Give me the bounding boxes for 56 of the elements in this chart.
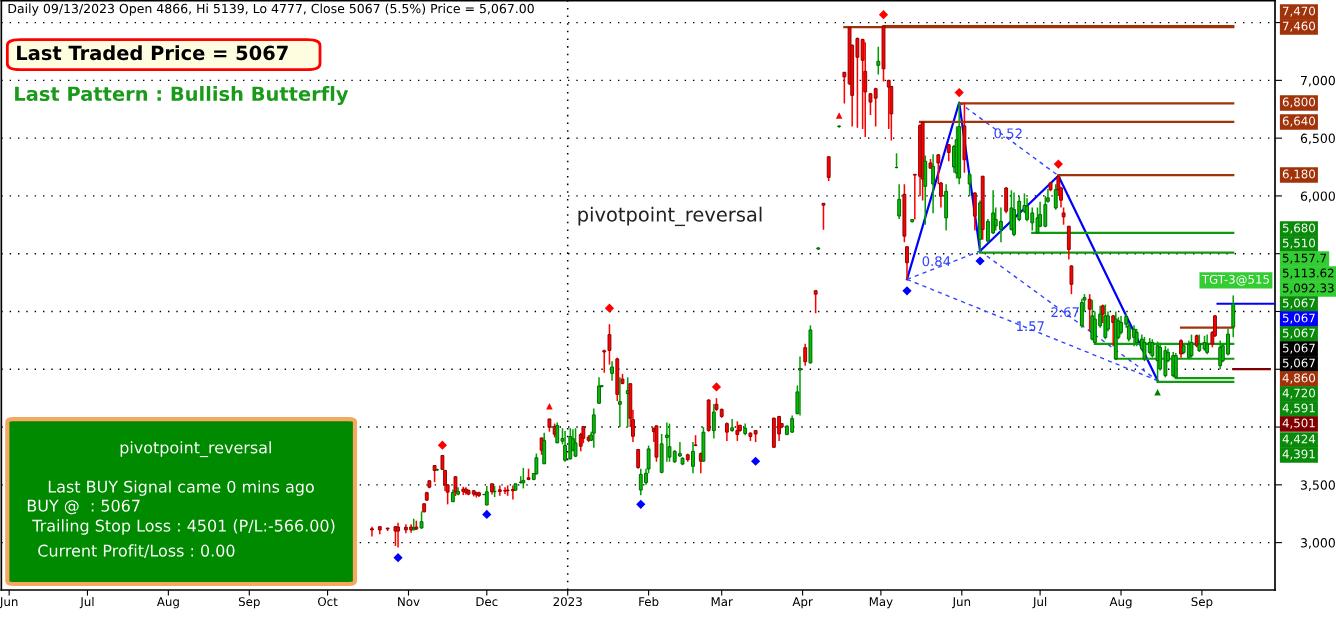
- x-tick-label: Oct: [318, 597, 338, 607]
- x-tick-label: Jun: [0, 597, 18, 609]
- text: 6,180: [1282, 169, 1316, 180]
- text: 6,800: [1282, 97, 1316, 108]
- y-tick-label: 3,000: [1300, 538, 1335, 549]
- annotation: Last BUY Signal came 0 mins ago: [48, 480, 314, 496]
- text: 5,510: [1282, 238, 1316, 249]
- y-tick-label: 7,000: [1301, 75, 1335, 87]
- x-tick-label: Sep: [238, 597, 260, 609]
- text: 7,470: [1282, 6, 1316, 17]
- x-tick-label: 2023: [553, 597, 582, 607]
- x-tick-label: Sep: [1191, 597, 1213, 609]
- text: 4,860: [1282, 373, 1316, 384]
- y-tick-label: 6,000: [1300, 191, 1335, 203]
- text: 5,680: [1282, 223, 1316, 234]
- chart-title: Daily 09/13/2023 Open 4866, Hi 5139, Lo 4777, Close 5067 (5.5%) Price = 5,067.00: [8, 3, 534, 16]
- text: 5,067: [1282, 358, 1315, 369]
- x-tick-label: Feb: [639, 596, 659, 607]
- x-tick-label: Mar: [711, 597, 733, 607]
- annotation: 0.84: [922, 256, 951, 267]
- x-tick-label: Nov: [398, 597, 420, 607]
- text: 5,157.7: [1282, 253, 1327, 264]
- annotation: Trailing Stop Loss : 4501 (P/L:-566.00): [32, 519, 335, 535]
- x-tick-label: Aug: [156, 597, 179, 609]
- text: 7,460: [1282, 21, 1316, 32]
- text: 4,501: [1282, 418, 1315, 429]
- text: 6,640: [1282, 116, 1316, 127]
- text: 5,067: [1282, 328, 1315, 339]
- text: 5,092.33: [1282, 283, 1334, 294]
- text: 4,424: [1282, 434, 1316, 445]
- x-tick-label: Aug: [1109, 597, 1132, 609]
- text: 5,067: [1282, 298, 1315, 309]
- annotation: BUY @ : 5067: [27, 499, 140, 515]
- y-tick-label: 6,500: [1300, 133, 1335, 145]
- text: 4,720: [1282, 388, 1316, 399]
- annotation: Last Pattern : Bullish Butterfly: [15, 86, 349, 105]
- x-tick-label: Jun: [951, 597, 971, 609]
- x-tick-label: Apr: [792, 597, 813, 609]
- text: 4,391: [1282, 449, 1315, 460]
- annotation: pivotpoint_reversal: [578, 206, 762, 227]
- y-tick-label: 3,500: [1300, 480, 1335, 492]
- annotation: TGT-3@515: [1201, 274, 1269, 286]
- text: 4,591: [1282, 403, 1315, 414]
- x-tick-label: Dec: [476, 597, 498, 607]
- annotation: 1.57: [1017, 321, 1044, 332]
- text: 5,113.62: [1282, 268, 1334, 279]
- annotation: 0.52: [994, 128, 1022, 139]
- annotation: Current Profit/Loss : 0.00: [38, 544, 235, 558]
- text: 5,067: [1282, 343, 1315, 354]
- text: 5,067: [1282, 313, 1315, 324]
- annotation: 2.67: [1051, 307, 1079, 318]
- annotation: pivotpoint_reversal: [120, 441, 271, 458]
- x-tick-label: Jul: [79, 596, 94, 609]
- annotation: Last Traded Price = 5067: [17, 45, 288, 61]
- x-tick-label: May: [869, 597, 893, 609]
- x-tick-label: Jul: [1032, 596, 1047, 609]
